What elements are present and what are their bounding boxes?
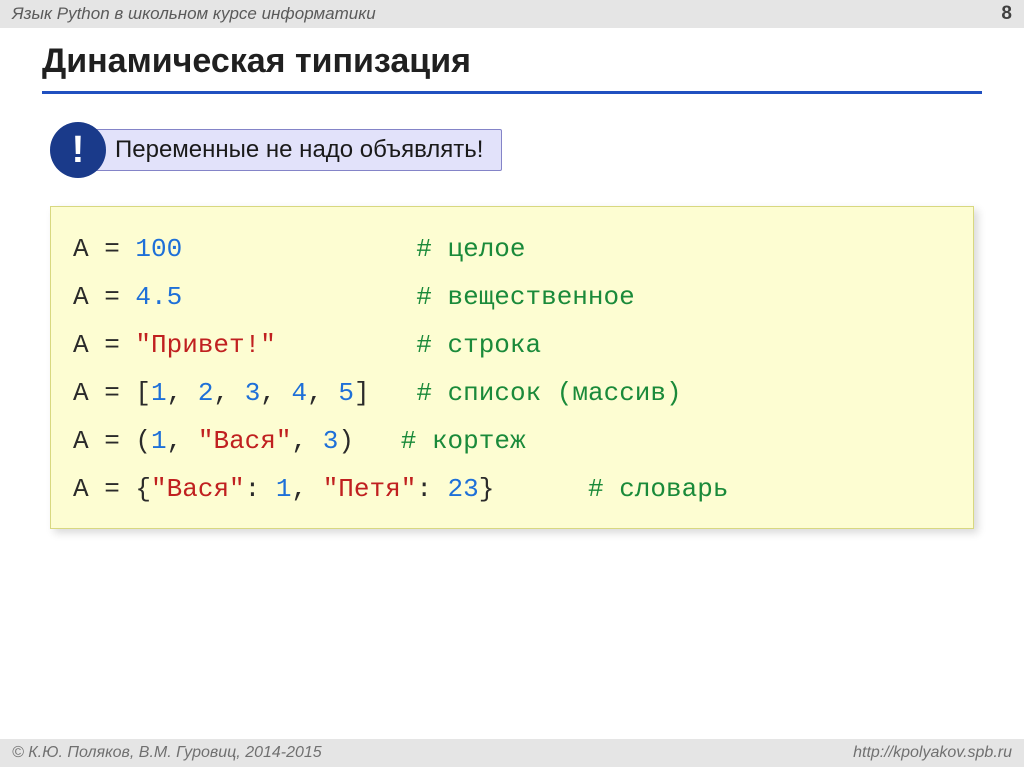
footer-bar: © К.Ю. Поляков, В.М. Гуровиц, 2014-2015 … — [0, 739, 1024, 767]
title-underline — [42, 91, 982, 94]
callout: ! Переменные не надо объявлять! — [50, 122, 982, 178]
slide-content: Динамическая типизация ! Переменные не н… — [0, 28, 1024, 529]
page-number: 8 — [1001, 3, 1012, 25]
exclamation-icon: ! — [50, 122, 106, 178]
code-line-6: A = {"Вася": 1, "Петя": 23} # словарь — [73, 465, 951, 513]
header-bar: Язык Python в школьном курсе информатики… — [0, 0, 1024, 28]
header-title: Язык Python в школьном курсе информатики — [12, 4, 376, 24]
code-line-3: A = "Привет!" # строка — [73, 321, 951, 369]
code-line-5: A = (1, "Вася", 3) # кортеж — [73, 417, 951, 465]
code-block: A = 100 # целое A = 4.5 # вещественное A… — [50, 206, 974, 529]
footer-url: http://kpolyakov.spb.ru — [853, 744, 1012, 762]
code-line-2: A = 4.5 # вещественное — [73, 273, 951, 321]
callout-text: Переменные не надо объявлять! — [92, 129, 502, 171]
code-line-4: A = [1, 2, 3, 4, 5] # список (массив) — [73, 369, 951, 417]
footer-copyright: © К.Ю. Поляков, В.М. Гуровиц, 2014-2015 — [12, 744, 322, 762]
slide-title: Динамическая типизация — [42, 42, 982, 81]
code-line-1: A = 100 # целое — [73, 225, 951, 273]
